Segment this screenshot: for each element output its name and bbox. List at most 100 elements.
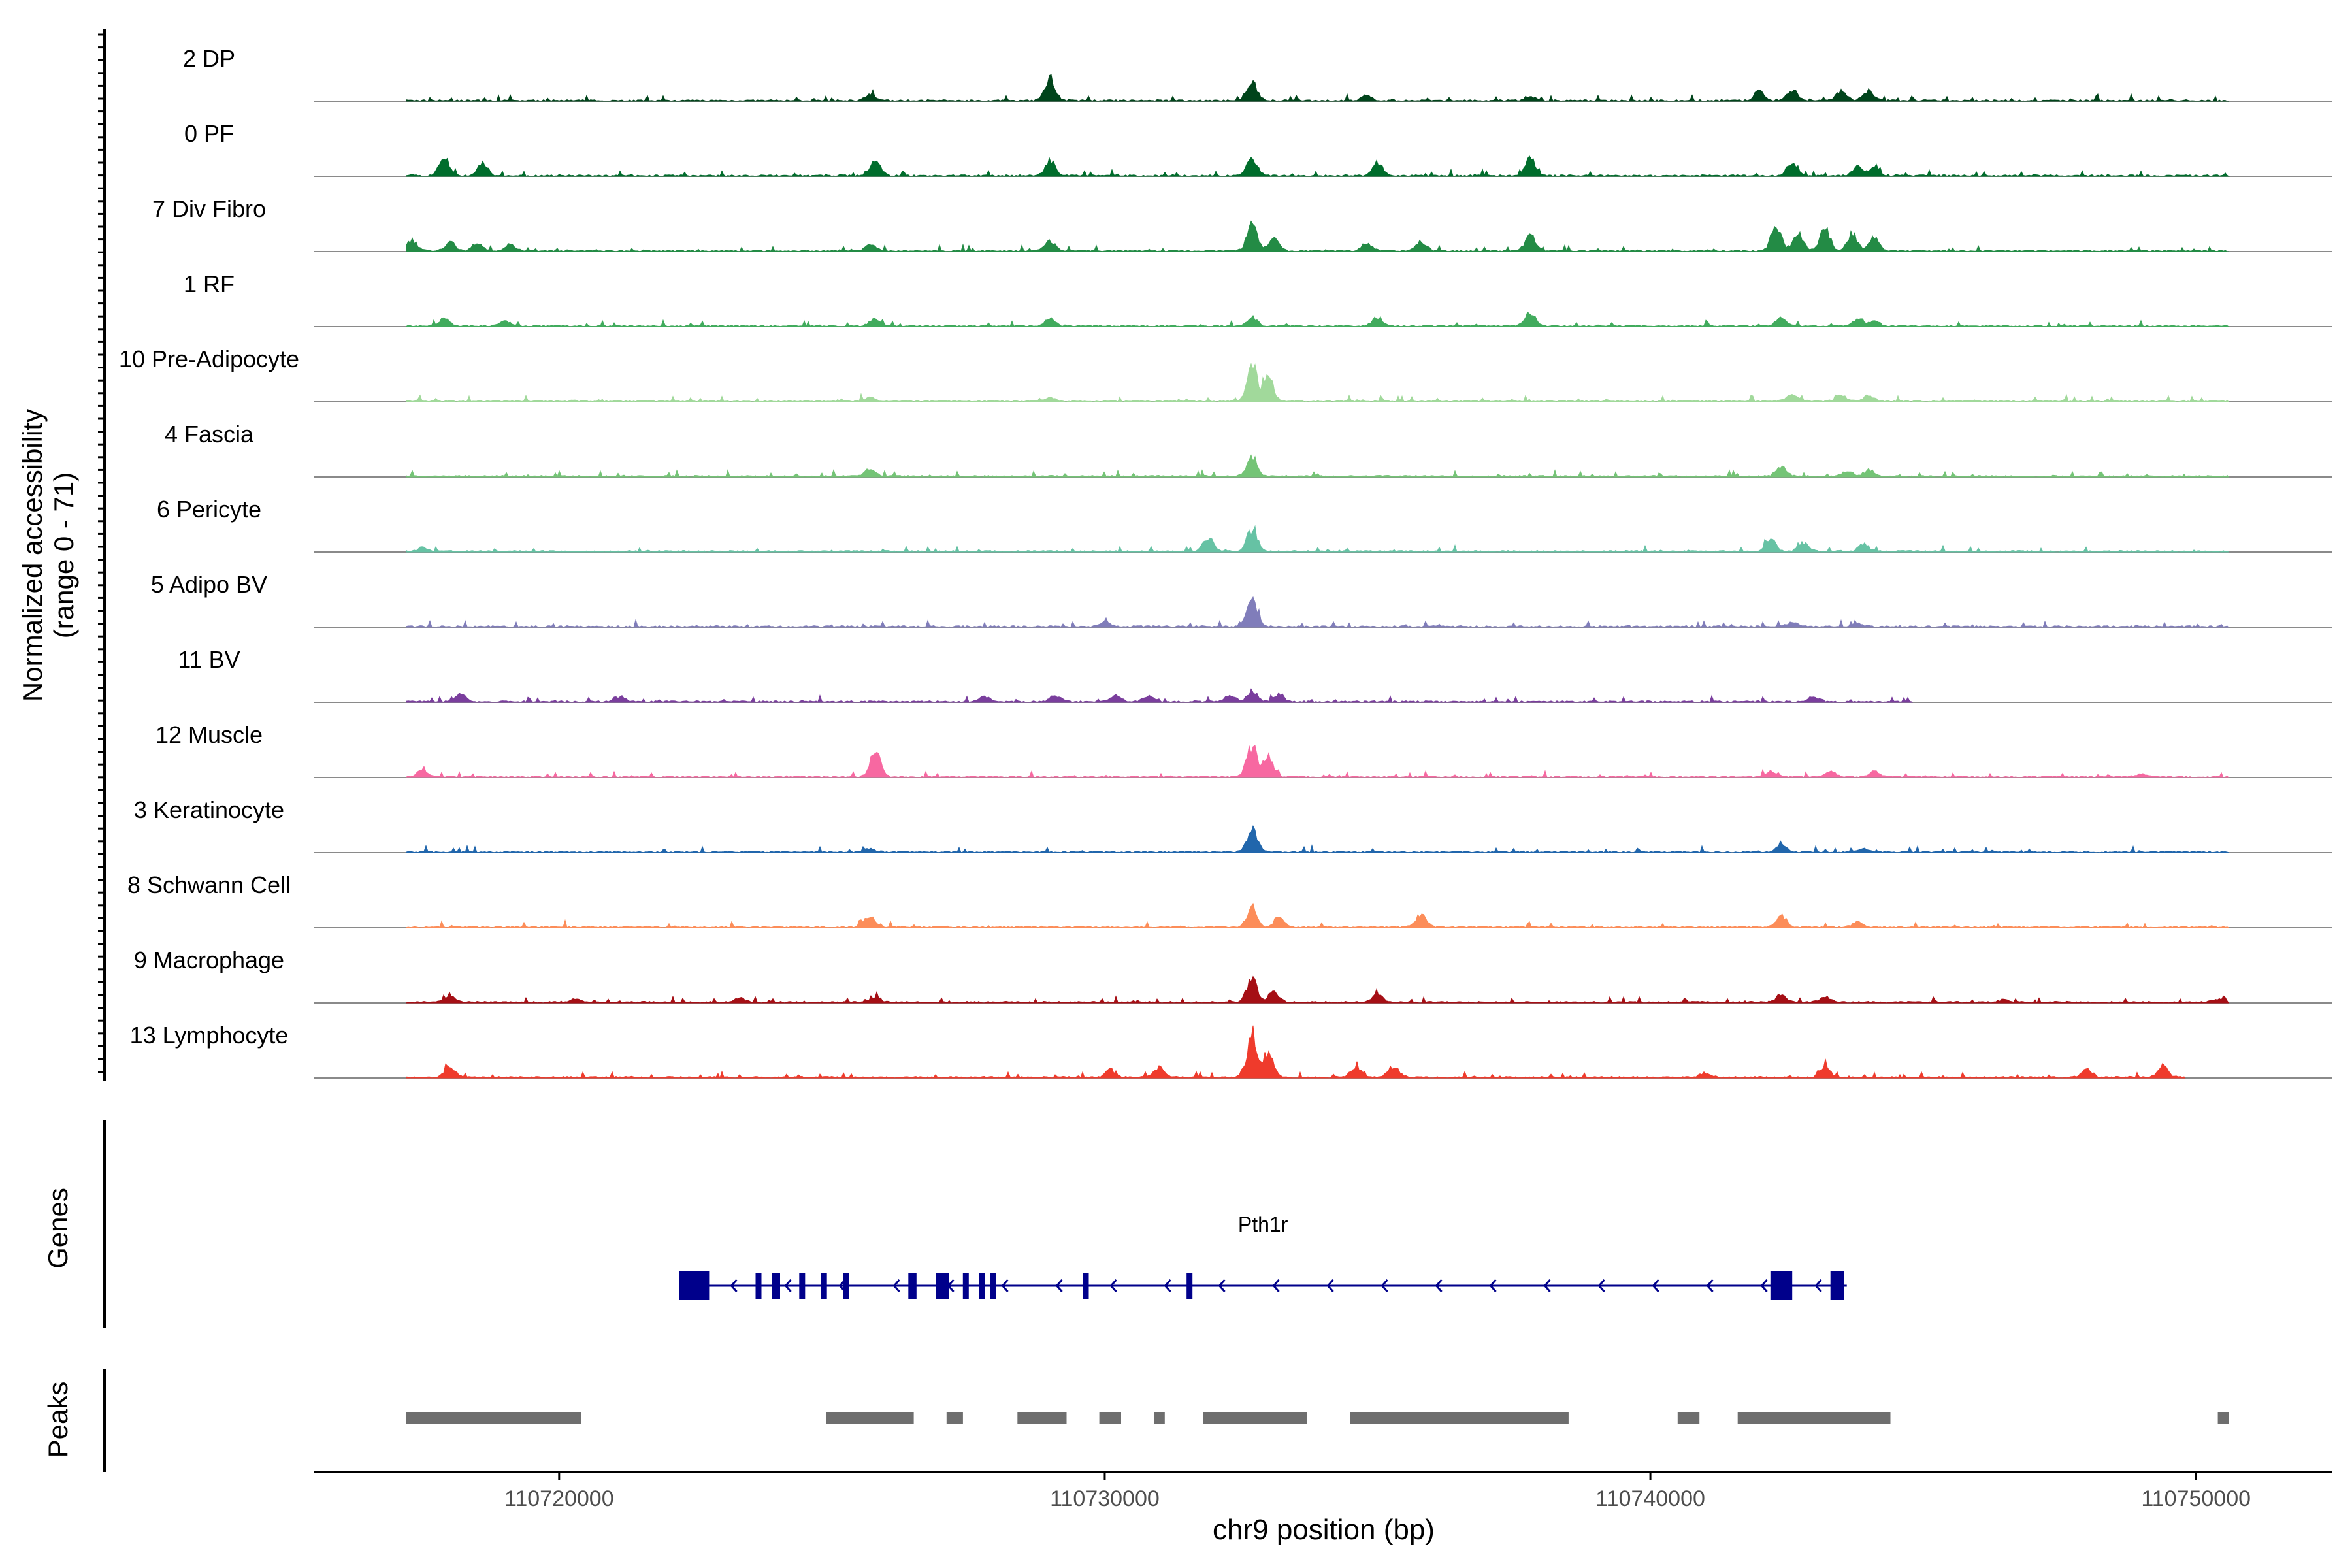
track-label: 7 Div Fibro [152, 195, 266, 222]
track-label: 11 BV [178, 646, 240, 673]
strand-arrow [1597, 1279, 1605, 1292]
gene-exon [962, 1273, 969, 1299]
x-tick-label: 110720000 [504, 1486, 614, 1511]
track-label: 5 Adipo BV [151, 571, 267, 598]
gene-exon [821, 1273, 827, 1299]
peak-region [1099, 1412, 1121, 1424]
track-label: 0 PF [184, 120, 234, 147]
strand-arrow [1272, 1279, 1280, 1292]
gene-exon [1830, 1271, 1844, 1300]
peak-region [946, 1412, 963, 1424]
track-6-pericyte: 6 Pericyte [157, 496, 2332, 553]
y-axis-label: Normalized accessibility [17, 409, 48, 702]
strand-arrow [1109, 1279, 1117, 1292]
track-signal [406, 902, 2229, 928]
gene-exon [679, 1271, 710, 1300]
strand-arrow [1706, 1279, 1714, 1292]
track-signal [406, 74, 2229, 102]
strand-arrow [730, 1279, 738, 1292]
track-signal [406, 688, 1914, 703]
gene-exon [755, 1273, 762, 1299]
track-signal [406, 745, 2230, 779]
track-label: 4 Fascia [165, 421, 254, 448]
track-3-keratinocyte: 3 Keratinocyte [134, 796, 2332, 853]
strand-arrow [1164, 1279, 1171, 1292]
track-label: 9 Macrophage [134, 947, 284, 973]
track-label: 2 DP [183, 45, 235, 72]
gene-track: Pth1r [679, 1213, 1847, 1300]
genes-panel-label: Genes [42, 1188, 73, 1269]
gene-exon [979, 1273, 985, 1299]
track-label: 8 Schwann Cell [127, 872, 291, 898]
track-label: 13 Lymphocyte [130, 1022, 289, 1049]
track-label: 3 Keratinocyte [134, 796, 284, 823]
gene-exon [1083, 1273, 1089, 1299]
gene-exon [799, 1273, 806, 1299]
peak-region [1154, 1412, 1165, 1424]
track-signal [406, 363, 2230, 402]
gene-exon [843, 1273, 849, 1299]
peak-region [1017, 1412, 1067, 1424]
peak-region [2217, 1412, 2229, 1424]
x-axis-label: chr9 position (bp) [1213, 1514, 1435, 1546]
x-tick-label: 110730000 [1050, 1486, 1160, 1511]
gene-exon [1186, 1273, 1193, 1299]
x-tick-label: 110750000 [2141, 1486, 2251, 1511]
track-4-fascia: 4 Fascia [165, 421, 2332, 478]
peak-region [1350, 1412, 1569, 1424]
strand-arrow [1489, 1279, 1497, 1292]
track-signal [406, 1025, 2186, 1079]
peak-region [1737, 1412, 1891, 1424]
track-signal [406, 454, 2230, 478]
peak-region [1677, 1412, 1700, 1424]
track-12-muscle: 12 Muscle [155, 721, 2332, 779]
x-axis: 110720000 110730000 110740000 110750000 [314, 1471, 2332, 1511]
strand-arrow [784, 1279, 792, 1292]
gene-exon [936, 1273, 942, 1299]
strand-arrow [892, 1279, 900, 1292]
strand-arrow [1218, 1279, 1226, 1292]
gene-name: Pth1r [1238, 1213, 1288, 1236]
track-13-lymphocyte: 13 Lymphocyte [130, 1022, 2332, 1079]
accessibility-tracks: 2 DP 0 PF 7 Div Fibro 1 RF 10 Pre-Adipocyte 4… [119, 45, 2332, 1079]
track-1-rf: 1 RF [184, 270, 2332, 328]
track-5-adipo-bv: 5 Adipo BV [151, 571, 2332, 628]
y-axis-range-label: (range 0 - 71) [48, 472, 79, 638]
track-label: 1 RF [184, 270, 235, 297]
track-10-pre-adipocyte: 10 Pre-Adipocyte [119, 346, 2332, 402]
track-signal [406, 220, 2229, 253]
strand-arrow [1001, 1279, 1009, 1292]
track-signal [406, 825, 2229, 853]
strand-arrow [1380, 1279, 1388, 1292]
track-signal [406, 525, 2229, 553]
peak-region [406, 1412, 581, 1424]
track-label: 12 Muscle [155, 721, 263, 748]
track-signal [406, 311, 2230, 328]
y-axis [98, 29, 106, 1081]
gene-exon [990, 1273, 996, 1299]
peaks-track [406, 1412, 2229, 1424]
track-11-bv: 11 BV [178, 646, 2332, 703]
gene-exon [908, 1273, 917, 1299]
gene-exon [1770, 1271, 1793, 1300]
track-9-macrophage: 9 Macrophage [134, 947, 2332, 1004]
track-7-div-fibro: 7 Div Fibro [152, 195, 2332, 253]
track-signal [406, 596, 2230, 628]
strand-arrow [1326, 1279, 1334, 1292]
track-2-dp: 2 DP [183, 45, 2332, 102]
x-tick-label: 110740000 [1595, 1486, 1705, 1511]
strand-arrow [1543, 1279, 1551, 1292]
track-signal [406, 155, 2230, 177]
strand-arrow [1055, 1279, 1063, 1292]
peaks-panel-label: Peaks [42, 1382, 73, 1458]
gene-exon [941, 1273, 949, 1299]
strand-arrow [1652, 1279, 1659, 1292]
strand-arrow [1760, 1279, 1768, 1292]
strand-arrow [1814, 1279, 1822, 1292]
track-label: 6 Pericyte [157, 496, 261, 523]
strand-arrow [1435, 1279, 1443, 1292]
track-8-schwann-cell: 8 Schwann Cell [127, 872, 2332, 928]
gene-exon [772, 1273, 780, 1299]
track-label: 10 Pre-Adipocyte [119, 346, 299, 372]
